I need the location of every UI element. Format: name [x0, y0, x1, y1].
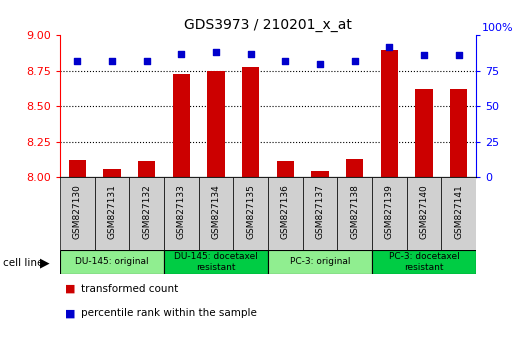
Bar — [199, 177, 233, 250]
Point — [177, 51, 186, 57]
Text: GSM827137: GSM827137 — [315, 184, 324, 239]
Text: ■: ■ — [65, 308, 76, 318]
Point — [420, 52, 428, 58]
Text: transformed count: transformed count — [81, 284, 178, 293]
Text: ■: ■ — [65, 284, 76, 293]
Text: GSM827133: GSM827133 — [177, 184, 186, 239]
Text: ▶: ▶ — [40, 256, 50, 269]
Text: DU-145: docetaxel
resistant: DU-145: docetaxel resistant — [174, 252, 258, 272]
Bar — [242, 67, 259, 177]
Bar — [173, 74, 190, 177]
Text: GSM827134: GSM827134 — [212, 184, 221, 239]
Bar — [104, 169, 121, 177]
Point — [246, 51, 255, 57]
Text: cell line: cell line — [3, 258, 43, 268]
Bar — [233, 177, 268, 250]
Point — [385, 44, 393, 50]
Bar — [311, 171, 328, 177]
Bar — [450, 89, 467, 177]
Bar — [268, 250, 372, 274]
Bar — [372, 250, 476, 274]
Point — [212, 50, 220, 55]
Bar — [381, 50, 398, 177]
Text: percentile rank within the sample: percentile rank within the sample — [81, 308, 257, 318]
Text: PC-3: docetaxel
resistant: PC-3: docetaxel resistant — [389, 252, 459, 272]
Text: GSM827141: GSM827141 — [454, 184, 463, 239]
Bar — [129, 177, 164, 250]
Point — [281, 58, 290, 64]
Bar — [277, 161, 294, 177]
Point — [350, 58, 359, 64]
Text: GSM827132: GSM827132 — [142, 184, 151, 239]
Bar — [415, 89, 433, 177]
Bar — [69, 160, 86, 177]
Point — [143, 58, 151, 64]
Bar — [372, 177, 407, 250]
Title: GDS3973 / 210201_x_at: GDS3973 / 210201_x_at — [184, 18, 352, 32]
Text: GSM827130: GSM827130 — [73, 184, 82, 239]
Bar — [60, 177, 95, 250]
Text: GSM827135: GSM827135 — [246, 184, 255, 239]
Bar — [407, 177, 441, 250]
Bar — [60, 250, 164, 274]
Text: GSM827131: GSM827131 — [108, 184, 117, 239]
Point — [316, 61, 324, 67]
Bar — [441, 177, 476, 250]
Text: 100%: 100% — [482, 23, 513, 33]
Bar — [337, 177, 372, 250]
Bar — [164, 250, 268, 274]
Text: PC-3: original: PC-3: original — [290, 257, 350, 267]
Text: DU-145: original: DU-145: original — [75, 257, 149, 267]
Text: GSM827140: GSM827140 — [419, 184, 428, 239]
Bar — [208, 71, 225, 177]
Text: GSM827139: GSM827139 — [385, 184, 394, 239]
Bar — [346, 159, 363, 177]
Bar — [268, 177, 303, 250]
Text: GSM827138: GSM827138 — [350, 184, 359, 239]
Point — [73, 58, 82, 64]
Bar — [303, 177, 337, 250]
Text: GSM827136: GSM827136 — [281, 184, 290, 239]
Bar — [164, 177, 199, 250]
Point — [108, 58, 116, 64]
Bar — [95, 177, 129, 250]
Point — [454, 52, 463, 58]
Bar — [138, 161, 155, 177]
